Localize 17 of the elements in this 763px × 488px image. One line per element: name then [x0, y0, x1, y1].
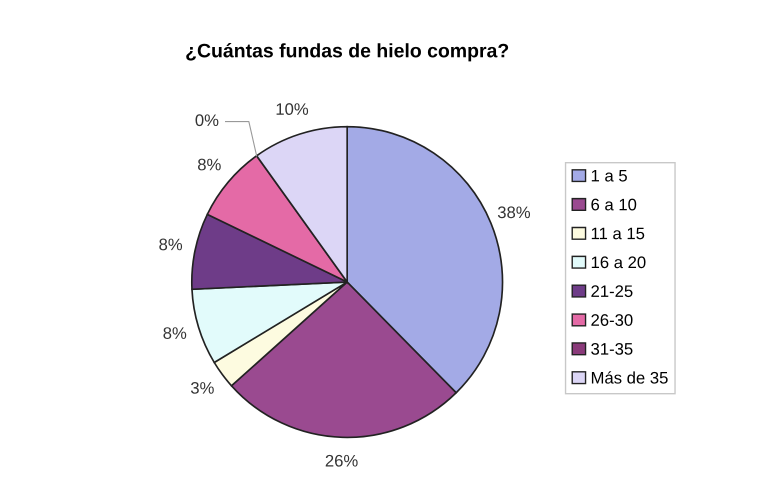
data-label: 8%: [159, 238, 182, 250]
legend-label: 6 a 10: [591, 198, 636, 210]
legend-label: 21-25: [591, 285, 632, 298]
data-label: 8%: [198, 158, 221, 170]
data-label: 3%: [190, 382, 214, 394]
data-label: 26%: [326, 454, 358, 467]
data-label: 8%: [163, 327, 186, 339]
legend-label: 16 a 20: [592, 256, 646, 268]
data-label: 38%: [498, 206, 530, 218]
text: 0%: [196, 114, 218, 126]
legend-label: 1 a 5: [592, 170, 627, 182]
legend-label: 31-35: [591, 343, 632, 355]
legend-label: 11 a 15: [592, 228, 644, 240]
chart-title: ¿Cuántas fundas de hielo compra?: [186, 43, 508, 62]
data-label: 10%: [276, 103, 308, 115]
legend-label: Más de 35: [592, 371, 668, 384]
legend-label: 26-30: [591, 314, 633, 326]
